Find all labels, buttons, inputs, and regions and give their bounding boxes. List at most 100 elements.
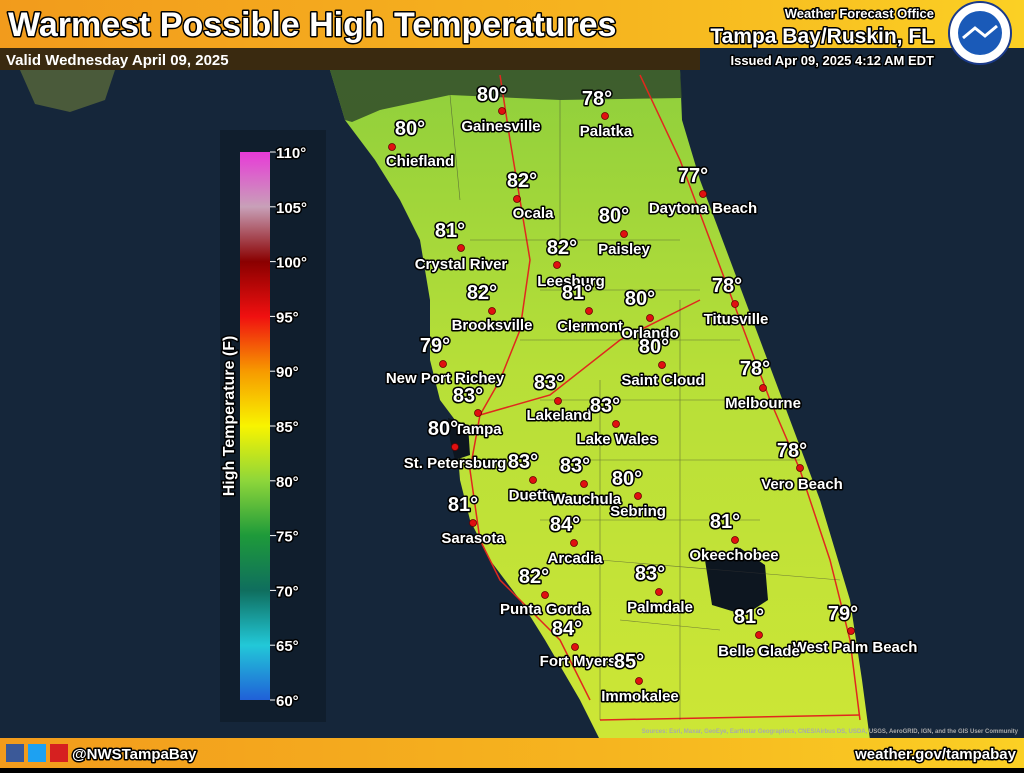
city-temp: 83° — [534, 372, 564, 394]
office-line2: Tampa Bay/Ruskin, FL — [710, 25, 934, 48]
issued: Issued Apr 09, 2025 4:12 AM EDT — [730, 53, 934, 68]
city-temp: 78° — [740, 358, 770, 380]
georgia-land — [330, 70, 682, 122]
city-temp: 78° — [777, 440, 807, 462]
city-name: Vero Beach — [761, 476, 843, 493]
city-name: Lakeland — [526, 407, 591, 424]
youtube-icon[interactable] — [50, 744, 68, 762]
city-name: Paisley — [598, 241, 650, 258]
city-temp: 83° — [635, 563, 665, 585]
city-dot — [439, 360, 447, 368]
city-name: Fort Myers — [540, 653, 617, 670]
city-name: Palmdale — [627, 599, 693, 616]
city-name: Melbourne — [725, 395, 801, 412]
city-name: West Palm Beach — [793, 639, 918, 656]
legend-tick-label: 95° — [276, 309, 299, 326]
header-band — [0, 0, 1024, 48]
city-temp: 81° — [448, 494, 478, 516]
city-dot — [731, 300, 739, 308]
city-dot — [658, 361, 666, 369]
city-temp: 82° — [519, 566, 549, 588]
city-temp: 81° — [710, 511, 740, 533]
city-dot — [554, 397, 562, 405]
city-name: St. Petersburg — [404, 455, 507, 472]
city-name: Sebring — [610, 503, 666, 520]
city-temp: 78° — [712, 275, 742, 297]
city-dot — [474, 409, 482, 417]
title: Warmest Possible High Temperatures — [8, 6, 616, 44]
city-dot — [451, 443, 459, 451]
city-name: Brooksville — [452, 317, 533, 334]
city-dot — [847, 627, 855, 635]
city-name: Clermont — [557, 318, 623, 335]
city-name: Punta Gorda — [500, 601, 591, 618]
map-credits: Sources: Esri, Maxar, GeoEye, Earthstar … — [642, 729, 1019, 735]
city-name: Wauchula — [551, 491, 622, 508]
website[interactable]: weather.gov/tampabay — [853, 745, 1019, 765]
city-temp: 82° — [547, 237, 577, 259]
city-temp: 84° — [550, 514, 580, 536]
social-handle[interactable]: @NWSTampaBay — [71, 745, 199, 765]
office-line1: Weather Forecast Office — [785, 6, 934, 21]
city-dot — [580, 480, 588, 488]
legend-tick-label: 60° — [276, 693, 299, 710]
city-dot — [541, 591, 549, 599]
city-dot — [731, 536, 739, 544]
city-temp: 79° — [420, 335, 450, 357]
city-dot — [498, 107, 506, 115]
city-name: Chiefland — [386, 153, 454, 170]
city-temp: 80° — [612, 468, 642, 490]
footer-band — [0, 738, 1024, 768]
city-name: Saint Cloud — [621, 372, 704, 389]
legend-tick-label: 100° — [276, 255, 307, 272]
legend-tick-label: 75° — [276, 529, 299, 546]
city-temp: 83° — [560, 455, 590, 477]
city-name: Crystal River — [415, 256, 508, 273]
city-name: Tampa — [454, 421, 502, 438]
valid-date: Valid Wednesday April 09, 2025 — [6, 52, 229, 69]
city-temp: 79° — [828, 603, 858, 625]
twitter-icon[interactable] — [28, 744, 46, 762]
city-temp: 83° — [508, 451, 538, 473]
city-dot — [635, 677, 643, 685]
legend-tick-label: 65° — [276, 638, 299, 655]
city-temp: 80° — [395, 118, 425, 140]
city-name: New Port Richey — [386, 370, 505, 387]
city-dot — [699, 190, 707, 198]
city-temp: 82° — [467, 282, 497, 304]
county-lines — [449, 94, 841, 720]
legend-tick-label: 85° — [276, 419, 299, 436]
city-temp: 80° — [599, 205, 629, 227]
city-dot — [513, 195, 521, 203]
city-dot — [570, 539, 578, 547]
city-name: Arcadia — [547, 550, 603, 567]
facebook-icon[interactable] — [6, 744, 24, 762]
city-dot — [388, 143, 396, 151]
lake-okeechobee — [705, 548, 768, 615]
city-dot — [529, 476, 537, 484]
valid-band — [0, 48, 700, 70]
city-dot — [646, 314, 654, 322]
city-dot — [759, 384, 767, 392]
legend-tick-label: 80° — [276, 474, 299, 491]
city-dot — [601, 112, 609, 120]
legend-colorbar — [240, 152, 270, 700]
city-temp: 81° — [562, 282, 592, 304]
city-name: Ocala — [513, 205, 555, 222]
city-name: Okeechobee — [689, 547, 778, 564]
city-name: Lake Wales — [576, 431, 657, 448]
legend-title: High Temperature (F) — [221, 336, 238, 497]
city-name: Palatka — [580, 123, 633, 140]
city-dot — [571, 643, 579, 651]
city-temp: 85° — [614, 651, 644, 673]
city-dot — [796, 464, 804, 472]
city-dot — [755, 631, 763, 639]
city-dot — [457, 244, 465, 252]
city-dot — [612, 420, 620, 428]
legend-tick-label: 105° — [276, 200, 307, 217]
legend-tick-label: 110° — [276, 145, 306, 162]
city-temp: 77° — [678, 165, 708, 187]
legend-tick-label: 70° — [276, 583, 299, 600]
city-dot — [585, 307, 593, 315]
